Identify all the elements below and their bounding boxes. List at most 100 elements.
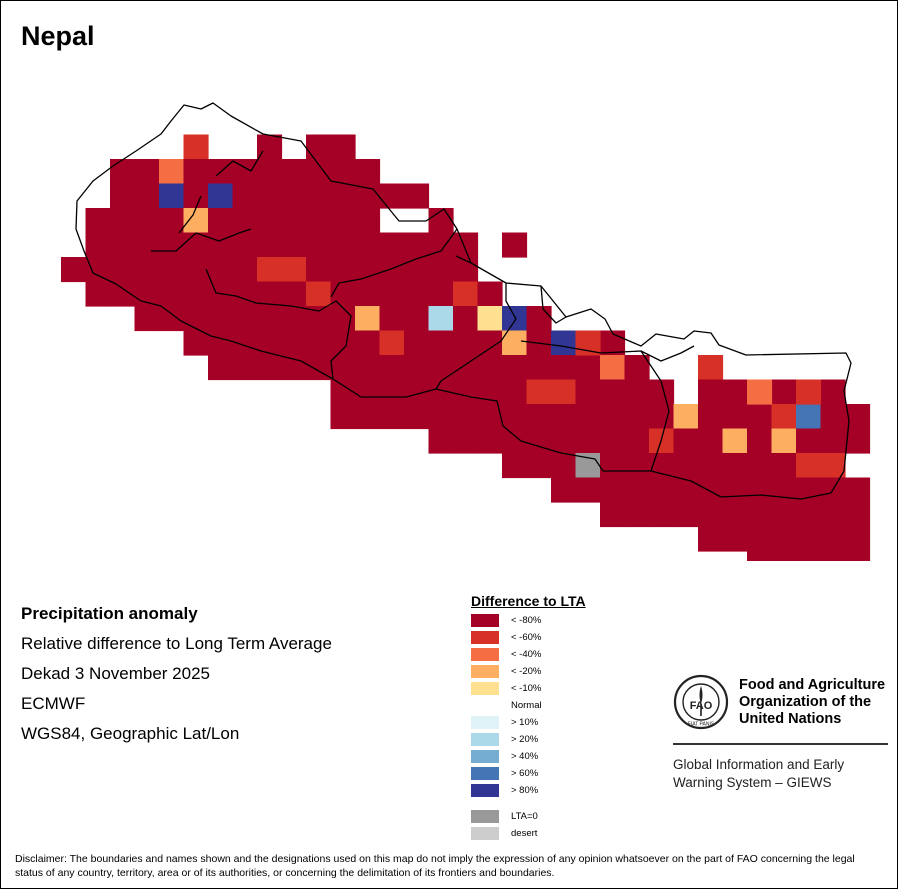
grid-cell — [551, 330, 577, 356]
grid-cell — [747, 502, 773, 528]
grid-cell — [208, 257, 234, 283]
grid-cell — [526, 379, 552, 405]
grid-cell — [257, 355, 283, 381]
grid-cell — [673, 477, 699, 503]
grid-cell — [404, 232, 430, 258]
grid-cell — [526, 428, 552, 454]
grid-cell — [306, 208, 332, 234]
grid-cell — [698, 404, 724, 430]
grid-cell — [453, 404, 479, 430]
grid-cell — [85, 257, 111, 283]
grid-cell — [355, 379, 381, 405]
grid-cell — [330, 404, 356, 430]
grid-cell — [600, 379, 626, 405]
grid-cell — [281, 306, 307, 332]
legend-swatch — [471, 682, 499, 695]
grid-cell — [575, 477, 601, 503]
grid-cell — [453, 428, 479, 454]
fao-name-line: United Nations — [739, 711, 842, 727]
giews-name: Global Information and Early Warning Sys… — [673, 756, 844, 792]
grid-cell — [110, 208, 136, 234]
grid-cell — [379, 306, 405, 332]
grid-cell — [330, 208, 356, 234]
grid-cell — [771, 379, 797, 405]
grid-cell — [551, 404, 577, 430]
grid-cell — [159, 232, 185, 258]
grid-cell — [796, 526, 822, 552]
grid-cell — [502, 453, 528, 479]
legend-label: > 40% — [511, 751, 539, 762]
grid-cell — [61, 257, 87, 283]
grid-cell — [379, 379, 405, 405]
grid-cell — [355, 159, 381, 185]
grid-cell — [404, 257, 430, 283]
grid-cell — [551, 428, 577, 454]
legend-swatch — [471, 767, 499, 780]
grid-cell — [159, 281, 185, 307]
grid-cell — [134, 183, 160, 209]
legend-item: < -20% — [471, 663, 586, 680]
grid-cell — [330, 379, 356, 405]
grid-cell — [428, 257, 454, 283]
grid-cell — [502, 232, 528, 258]
anomaly-grid — [61, 134, 871, 561]
grid-cell — [281, 330, 307, 356]
grid-cell — [453, 257, 479, 283]
grid-cell — [502, 379, 528, 405]
grid-cell — [698, 428, 724, 454]
grid-cell — [502, 355, 528, 381]
legend-item: > 40% — [471, 748, 586, 765]
grid-cell — [257, 330, 283, 356]
legend-item: < -40% — [471, 646, 586, 663]
grid-cell — [379, 330, 405, 356]
legend-item: > 60% — [471, 765, 586, 782]
legend-label: > 20% — [511, 734, 539, 745]
grid-cell — [771, 453, 797, 479]
legend-label: < -40% — [511, 649, 542, 660]
grid-cell — [575, 330, 601, 356]
grid-cell — [330, 257, 356, 283]
grid-cell — [379, 232, 405, 258]
grid-cell — [404, 183, 430, 209]
fao-logo-text: FAO — [690, 700, 713, 712]
grid-cell — [820, 379, 846, 405]
grid-cell — [355, 257, 381, 283]
grid-cell — [159, 159, 185, 185]
legend-item: desert — [471, 825, 586, 842]
legend-swatch — [471, 750, 499, 763]
grid-cell — [232, 183, 258, 209]
grid-cell — [698, 355, 724, 381]
grid-cell — [600, 404, 626, 430]
grid-cell — [477, 428, 503, 454]
grid-cell — [306, 159, 332, 185]
grid-cell — [159, 306, 185, 332]
grid-cell — [330, 355, 356, 381]
grid-cell — [771, 502, 797, 528]
divider — [673, 743, 888, 745]
grid-cell — [379, 404, 405, 430]
giews-line: Warning System – GIEWS — [673, 775, 832, 790]
grid-cell — [698, 453, 724, 479]
grid-cell — [526, 306, 552, 332]
grid-cell — [355, 404, 381, 430]
grid-cell — [624, 477, 650, 503]
grid-cell — [747, 379, 773, 405]
grid-cell — [796, 551, 822, 561]
grid-cell — [257, 232, 283, 258]
grid-cell — [600, 428, 626, 454]
grid-cell — [428, 208, 454, 234]
grid-cell — [330, 183, 356, 209]
fao-name-line: Food and Agriculture — [739, 677, 886, 693]
grid-cell — [379, 183, 405, 209]
grid-cell — [183, 232, 209, 258]
grid-cell — [404, 330, 430, 356]
grid-cell — [747, 526, 773, 552]
grid-cell — [600, 355, 626, 381]
grid-cell — [110, 159, 136, 185]
anomaly-map — [61, 102, 871, 561]
legend-swatch — [471, 810, 499, 823]
grid-cell — [820, 551, 846, 561]
grid-cell — [428, 330, 454, 356]
boundary-line — [455, 255, 472, 264]
